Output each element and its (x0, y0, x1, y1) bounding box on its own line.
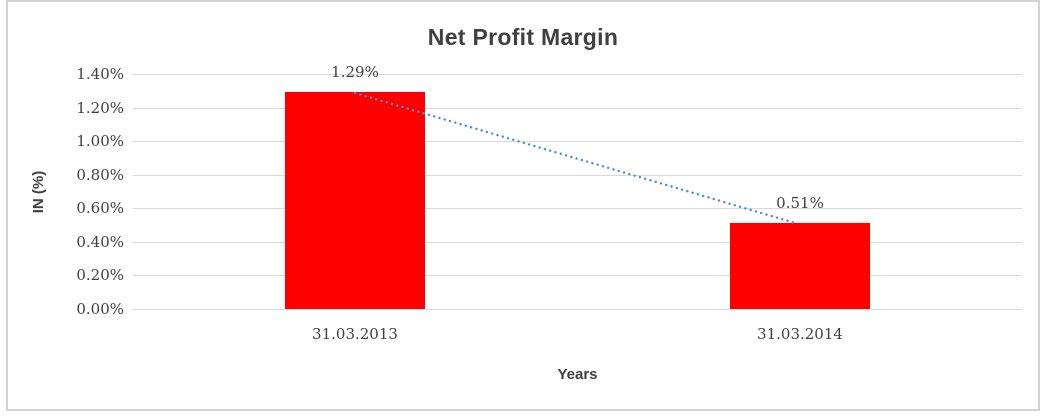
y-tick-label: 0.60% (76, 199, 124, 217)
x-tick-label: 31.03.2013 (312, 325, 398, 343)
plot-area: 1.40% 1.20% 1.00% 0.80% 0.60% 0.40% 0.20% 0.00%… (76, 63, 1022, 343)
y-tick-label: 0.80% (76, 166, 124, 184)
gridline (133, 275, 1022, 276)
chart-title: Net Profit Margin (427, 24, 619, 50)
y-tick-label: 0.00% (76, 300, 124, 318)
y-tick-label: 1.20% (76, 99, 124, 117)
trendline (353, 91, 797, 225)
gridline (133, 108, 1022, 109)
y-tick-label: 0.40% (76, 233, 124, 251)
gridline (133, 175, 1022, 176)
bar-data-label: 0.51% (776, 194, 824, 212)
x-axis-line (133, 309, 1022, 310)
bar-data-label: 1.29% (331, 63, 379, 81)
bar (285, 92, 425, 309)
chart-border (6, 0, 1040, 411)
gridline (133, 242, 1022, 243)
trendline-path (353, 91, 797, 225)
y-tick-label: 0.20% (76, 266, 124, 284)
y-tick-label: 1.40% (76, 65, 124, 83)
gridline (133, 141, 1022, 142)
x-axis-title: Years (557, 366, 598, 383)
gridline (133, 208, 1022, 209)
y-tick-label: 1.00% (76, 132, 124, 150)
gridline (133, 74, 1022, 75)
x-tick-label: 31.03.2014 (757, 325, 843, 343)
bar (730, 223, 870, 309)
